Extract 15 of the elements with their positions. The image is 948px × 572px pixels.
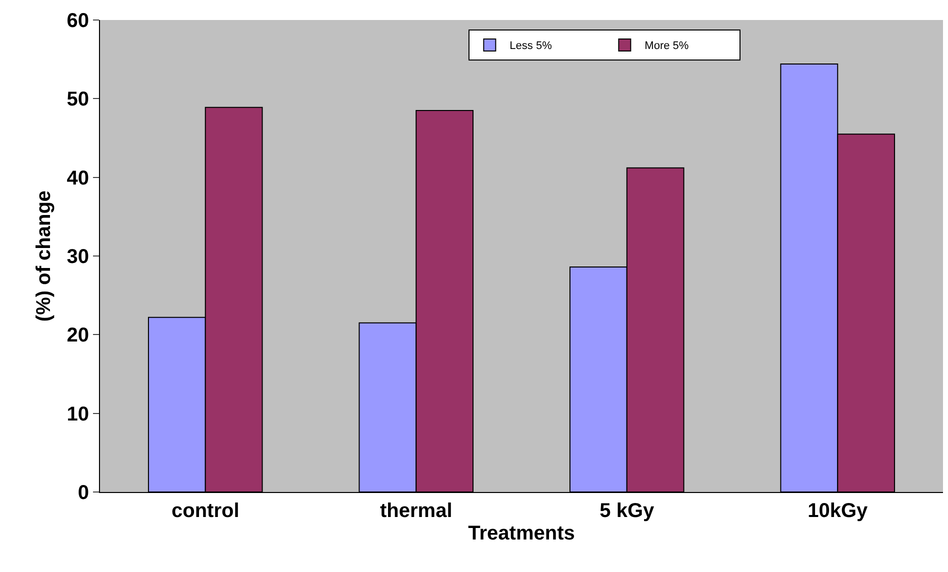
y-tick-label: 0 — [78, 482, 89, 504]
legend-label: Less 5% — [510, 40, 552, 52]
y-axis-title: (%) of change — [33, 190, 55, 322]
x-tick-label: thermal — [380, 500, 452, 522]
x-tick-label: control — [171, 500, 240, 522]
y-tick-label: 40 — [66, 167, 89, 190]
x-tick-label: 10kGy — [808, 500, 869, 522]
x-tick-label: 5 kGy — [600, 500, 655, 522]
legend-label: More 5% — [644, 40, 689, 52]
y-tick-label: 20 — [66, 324, 89, 347]
y-tick-label: 30 — [66, 246, 89, 268]
y-tick-label: 10 — [66, 403, 89, 426]
x-axis-title: Treatments — [468, 522, 575, 544]
y-tick-label: 50 — [66, 88, 89, 111]
y-tick-label: 60 — [66, 10, 89, 32]
